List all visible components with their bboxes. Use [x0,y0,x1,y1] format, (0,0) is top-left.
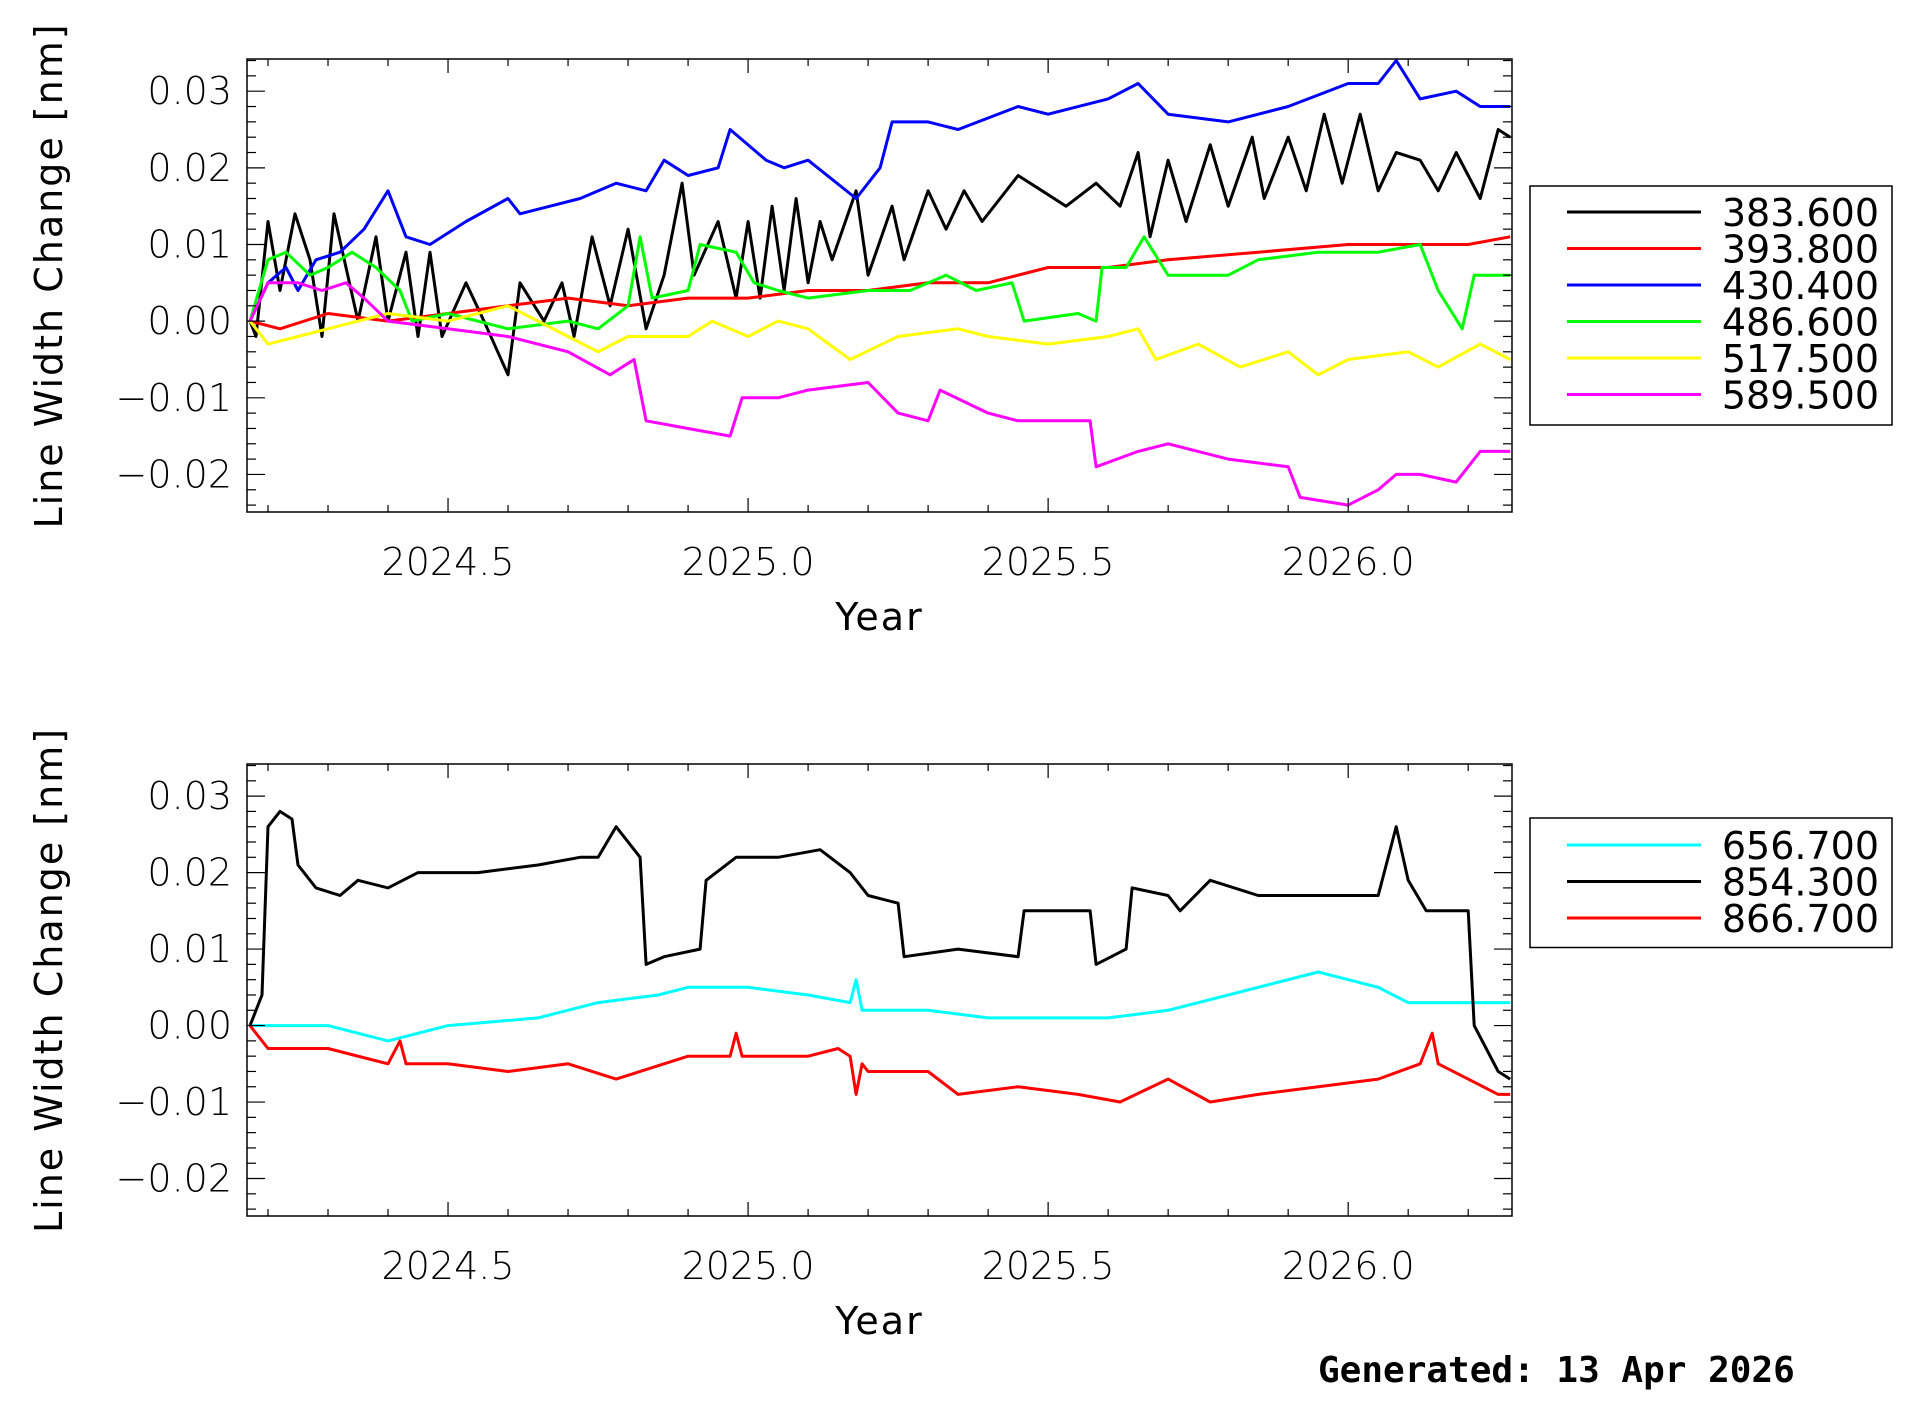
plot-frame [246,58,1513,513]
generated-date: Generated: 13 Apr 2026 [1318,1350,1795,1391]
x-tick-label: 2025.5 [982,1244,1115,1288]
plot-frame [246,763,1513,1217]
y-tick-label: 0.01 [147,927,232,971]
x-axis-title: Year [834,1299,923,1343]
y-axis-title: Line Width Change [nm] [27,727,71,1233]
series-line-589.500 [248,281,1511,507]
legend-label: 430.400 [1722,264,1879,308]
legend: 383.600393.800430.400486.600517.500589.5… [1529,185,1893,426]
legend-label: 383.600 [1722,191,1879,235]
legend-label: 656.700 [1722,824,1879,868]
y-tick-label: −0.01 [116,376,232,420]
x-tick-label: 2026.0 [1282,1244,1415,1288]
y-tick-label: −0.02 [116,1157,232,1201]
series-line-656.700 [250,970,1511,1043]
y-tick-label: 0.02 [147,851,232,895]
y-tick-label: 0.01 [147,222,232,266]
legend-label: 517.500 [1722,337,1879,381]
plot-panel-1: 2024.5 2025.0 2025.5 2026.0 −0.02 −0.01 0.00 0.… [27,22,1893,639]
x-tick-label: 2024.5 [382,1244,515,1288]
y-tick-label: −0.01 [116,1080,232,1124]
series-line-383.600 [248,112,1512,377]
x-tick-label: 2025.0 [682,1244,815,1288]
legend-label: 866.700 [1722,897,1879,941]
x-tick-label: 2025.5 [982,540,1115,584]
x-tick-label: 2025.0 [682,540,815,584]
y-tick-label: 0.03 [147,774,232,818]
plot-panel-2: 2024.5 2025.0 2025.5 2026.0 −0.02 −0.01 0.00 0.… [27,727,1893,1343]
x-axis-title: Year [834,595,923,639]
y-tick-label: 0.02 [147,146,232,190]
y-tick-label: −0.02 [116,452,232,496]
y-tick-label: 0.03 [147,69,232,113]
legend-label: 854.300 [1722,861,1879,905]
legend-label: 589.500 [1722,374,1879,418]
series-line-866.700 [248,1024,1511,1104]
series-line-430.400 [248,59,1511,322]
y-tick-label: 0.00 [147,1004,232,1048]
legend-box [1529,185,1893,426]
series-line-486.600 [248,235,1511,331]
y-axis-title: Line Width Change [nm] [27,22,71,528]
legend-label: 393.800 [1722,228,1879,272]
series-line-517.500 [248,304,1511,377]
legend-label: 486.600 [1722,301,1879,345]
x-tick-label: 2026.0 [1282,540,1415,584]
series-line-854.300 [248,809,1512,1081]
y-tick-label: 0.00 [147,299,232,343]
x-tick-label: 2024.5 [382,540,515,584]
